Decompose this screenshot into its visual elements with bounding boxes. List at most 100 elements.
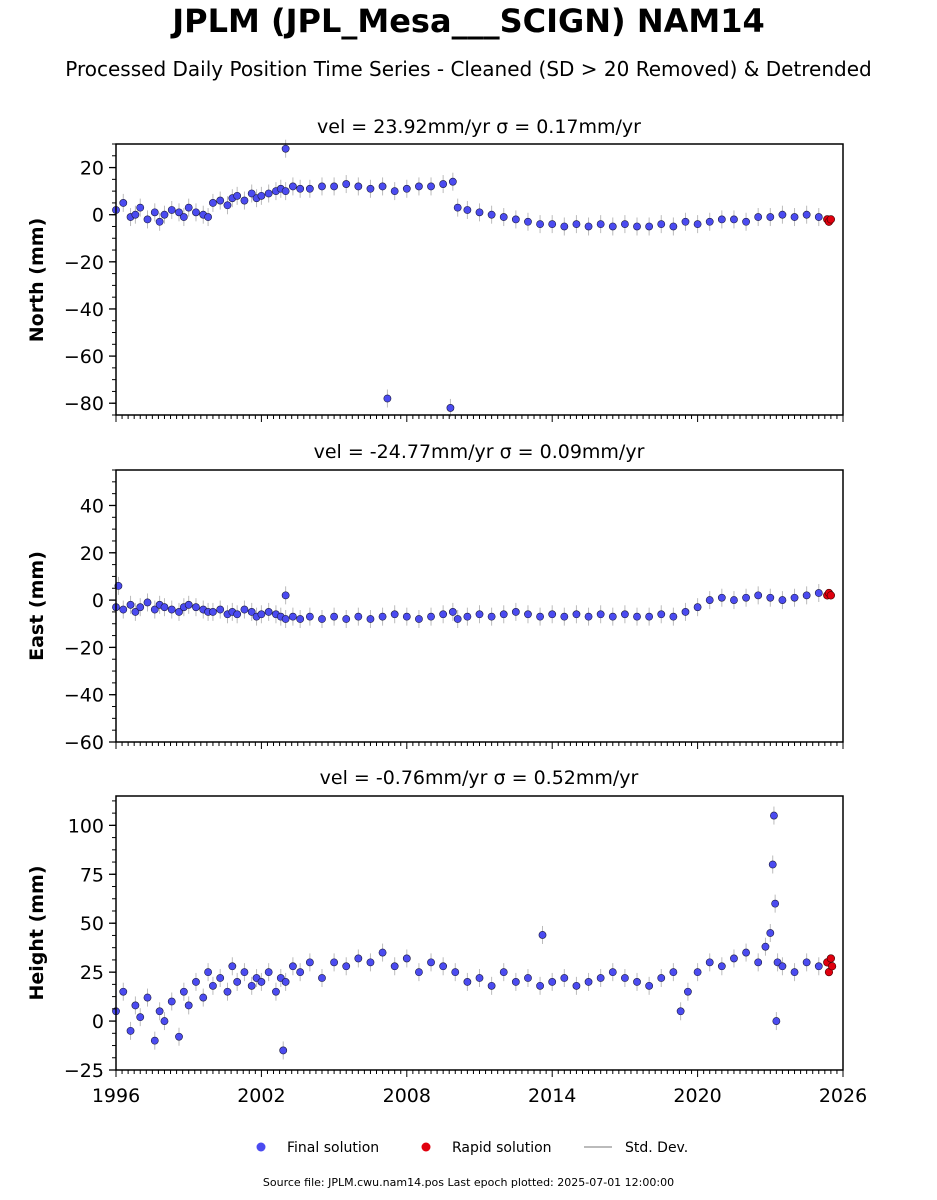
final-solution-point [342,962,351,971]
final-solution-point [584,612,593,621]
final-solution-point [209,981,217,990]
final-solution-point [305,612,314,621]
rapid-solution-point [826,215,835,224]
final-solution-point [415,182,423,191]
final-solution-point [296,615,305,623]
legend-std-label: Std. Dev. [625,1140,688,1156]
final-solution-point [621,220,629,229]
axis-ylabel-east: East (mm) [26,551,48,661]
final-solution-point [770,811,778,820]
final-solution-point [199,993,208,1002]
final-solution-point [511,978,520,986]
final-solution-point [204,213,212,221]
rapid-solution-point [826,954,835,963]
final-solution-point [126,1026,135,1035]
final-solution-point [289,612,297,621]
final-solution-point [216,196,225,205]
final-solution-point [179,213,188,221]
y-tick-label: −60 [64,732,104,754]
final-solution-point [179,987,188,996]
final-solution-point [487,210,496,219]
final-solution-point [693,603,702,612]
final-solution-point [233,191,242,200]
final-solution-point [596,220,605,229]
final-solution-point [608,968,617,977]
final-solution-point [499,610,508,619]
rapid-solution-point [826,591,835,600]
final-solution-point [669,612,678,621]
final-solution-point [402,612,411,621]
final-solution-point [143,215,152,224]
final-solution-point [281,591,290,600]
final-solution-point [427,612,435,621]
axes-frame-north [115,143,844,416]
final-solution-point [223,201,232,210]
final-solution-point [633,222,641,231]
final-solution-point [499,968,508,977]
final-solution-point [281,978,290,986]
final-solution-point [228,962,237,971]
final-solution-point [150,208,159,217]
legend-final-marker [256,1142,266,1152]
final-solution-point [621,974,629,982]
final-solution-point [499,213,508,221]
final-solution-point [802,591,811,600]
final-solution-point [548,978,557,986]
final-solution-point [175,1032,183,1041]
y-tick-label: −40 [64,685,104,707]
final-solution-point [439,962,448,971]
final-solution-point [693,968,702,977]
final-solution-point [330,182,338,191]
final-solution-point [415,968,423,977]
final-solution-point [453,615,462,623]
y-tick-label: −25 [64,1060,104,1082]
panel-title-east: vel = -24.77mm/yr σ = 0.09mm/yr [314,441,645,463]
final-solution-point [318,615,326,623]
final-solution-point [705,958,714,967]
final-solution-point [536,220,544,229]
final-solution-point [742,217,750,226]
final-solution-point [281,615,290,623]
final-solution-point [289,182,297,191]
final-solution-point [771,899,780,908]
final-solution-point [143,993,152,1002]
x-tick-label: 1996 [92,1085,140,1107]
final-solution-point [150,1036,159,1045]
final-solution-point [272,987,280,996]
final-solution-point [390,962,399,971]
final-solution-point [427,182,435,191]
final-solution-point [247,189,256,198]
final-solution-point [802,958,811,967]
final-solution-point [342,615,351,623]
final-solution-point [768,860,777,869]
final-solution-point [143,598,152,607]
final-solution-point [772,1017,781,1025]
final-solution-point [378,182,387,191]
final-solution-point [790,593,799,602]
y-tick-label: 75 [80,864,104,886]
final-solution-point [415,615,423,623]
final-solution-point [645,981,654,990]
final-solution-point [742,593,750,602]
final-solution-point [814,589,823,597]
final-solution-point [223,987,232,996]
final-solution-point [633,612,641,621]
axis-ylabel-height: Height (mm) [26,865,48,1000]
final-solution-point [572,981,581,990]
final-solution-point [657,610,666,619]
final-solution-point [446,404,455,412]
final-solution-point [281,144,290,153]
final-solution-point [233,978,242,986]
final-solution-point [645,222,654,231]
final-solution-point [766,593,775,602]
final-solution-point [427,958,435,967]
final-solution-point [439,180,448,188]
final-solution-point [802,210,811,219]
final-solution-point [289,962,297,971]
final-solution-point [131,210,140,219]
final-solution-point [572,610,581,619]
final-solution-point [633,978,641,986]
final-solution-point [717,593,726,602]
final-solution-point [366,958,375,967]
y-tick-label: 20 [80,158,104,180]
